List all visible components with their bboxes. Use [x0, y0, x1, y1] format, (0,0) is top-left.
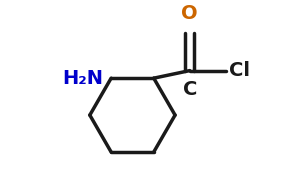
Text: Cl: Cl — [229, 61, 250, 80]
Text: O: O — [182, 4, 198, 23]
Text: H₂N: H₂N — [63, 69, 104, 88]
Text: C: C — [183, 80, 197, 99]
